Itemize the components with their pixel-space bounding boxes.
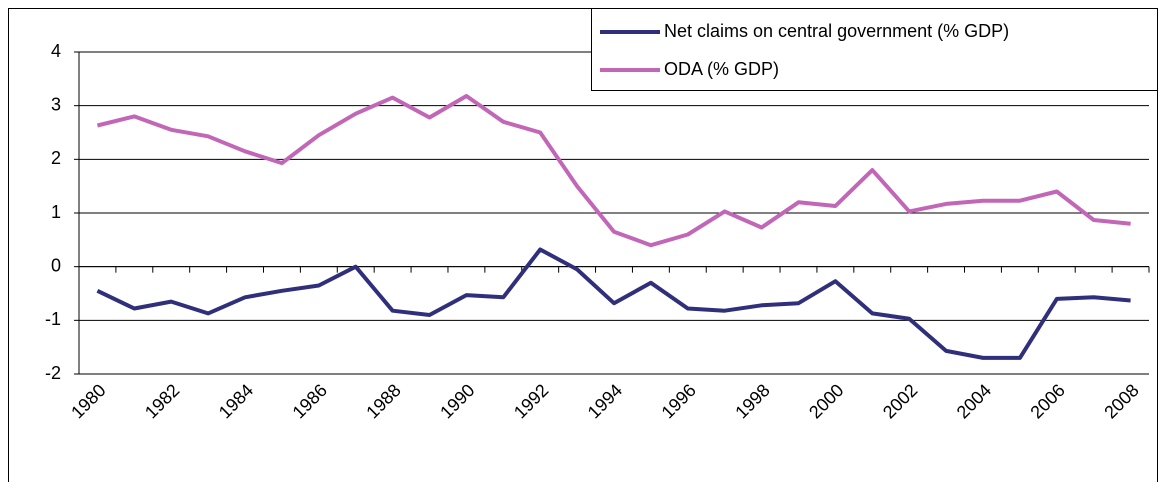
y-tick-label: -1 (45, 309, 61, 329)
y-tick-label: 4 (51, 41, 61, 61)
y-tick-label: 2 (51, 148, 61, 168)
y-tick-label: -2 (45, 363, 61, 383)
legend-box (591, 8, 1158, 91)
legend-label: Net claims on central government (% GDP) (664, 21, 1009, 41)
y-tick-label: 0 (51, 255, 61, 275)
series-line (96, 247, 1131, 360)
y-tick-label: 1 (51, 202, 61, 222)
series-line (96, 94, 1131, 248)
legend-label: ODA (% GDP) (664, 59, 779, 79)
y-tick-label: 3 (51, 94, 61, 114)
